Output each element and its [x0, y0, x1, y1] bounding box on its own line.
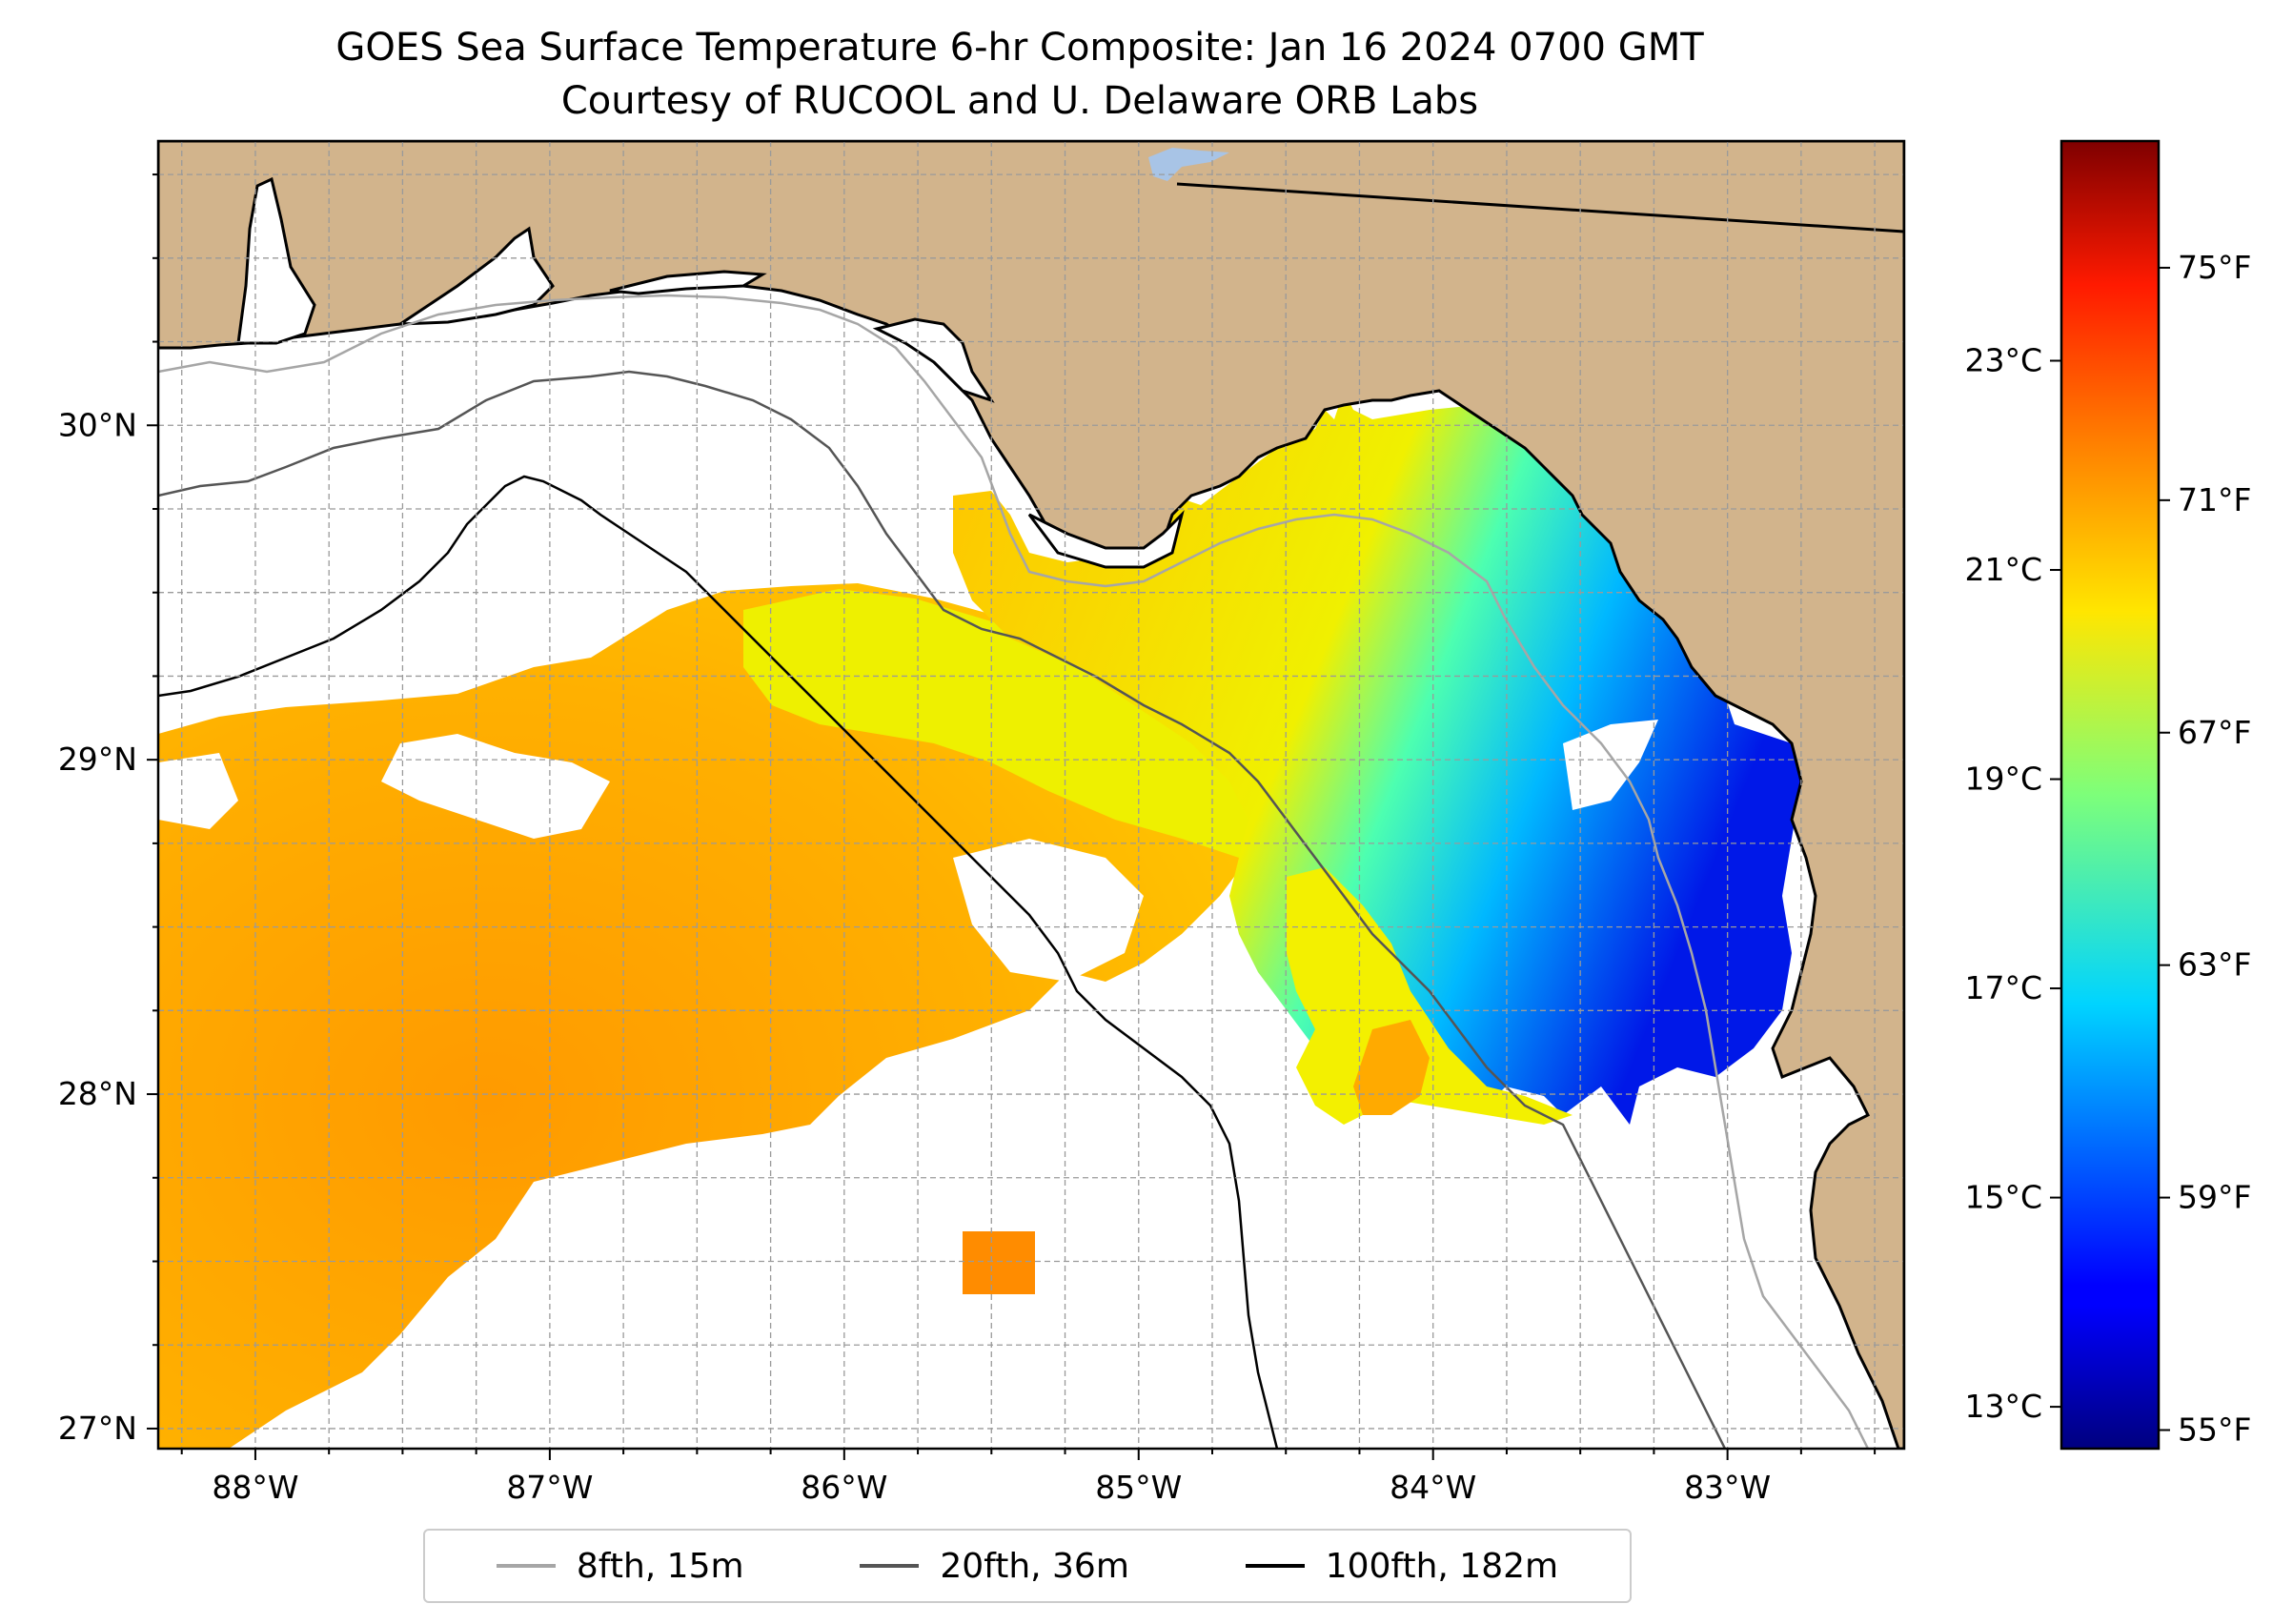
legend-item-20fth: 20fth, 36m: [860, 1547, 1129, 1586]
contour-8fth: [158, 294, 1870, 1449]
sst-region-yellow-band: [743, 589, 1268, 858]
legend-label-8fth: 8fth, 15m: [576, 1546, 744, 1586]
sst-region-east-gradient: [953, 391, 1801, 1125]
lon-tick-label: 87°W: [506, 1469, 593, 1506]
fahrenheit-tick-label: 63°F: [2178, 946, 2251, 984]
lat-tick-label: 30°N: [58, 406, 137, 443]
lon-tick-label: 88°W: [212, 1469, 298, 1506]
colorbar-ticks: 13°C 15°C 17°C 19°C 21°C 23°C 55°F 59°F 63°F 67°F…: [1964, 249, 2251, 1449]
contour-100fth: [158, 475, 1279, 1449]
celsius-tick-label: 19°C: [1964, 761, 2042, 798]
lat-tick-label: 28°N: [58, 1075, 137, 1112]
sst-region-isolated-patch: [963, 1231, 1035, 1294]
fahrenheit-tick-label: 59°F: [2178, 1179, 2251, 1216]
choctawhatchee-bay: [609, 270, 767, 295]
contour-20fth: [158, 370, 1727, 1449]
lat-tick-label: 29°N: [58, 741, 137, 778]
legend-line-100fth: [1245, 1564, 1305, 1568]
state-border: [1176, 182, 1904, 233]
fahrenheit-tick-label: 67°F: [2178, 714, 2251, 751]
bathymetry-contours: [158, 294, 1870, 1449]
map-subtitle: Courtesy of RUCOOL and U. Delaware ORB L…: [560, 79, 1479, 123]
legend-line-8fth: [496, 1564, 556, 1568]
celsius-tick-label: 13°C: [1964, 1388, 2042, 1425]
celsius-tick-label: 15°C: [1964, 1179, 2042, 1216]
celsius-tick-label: 23°C: [1964, 341, 2042, 378]
map-gridlines: [158, 141, 1904, 1449]
legend-item-100fth: 100fth, 182m: [1245, 1546, 1559, 1586]
map-title: GOES Sea Surface Temperature 6-hr Compos…: [335, 26, 1704, 70]
sst-cloud-gap-3: [1563, 720, 1658, 810]
mobile-bay: [236, 176, 316, 345]
legend-line-20fth: [860, 1564, 920, 1568]
fahrenheit-tick-label: 75°F: [2178, 249, 2251, 286]
apalachicola-bay: [1027, 510, 1185, 569]
fahrenheit-tick-label: 71°F: [2178, 481, 2251, 518]
celsius-tick-label: 17°C: [1964, 969, 2042, 1006]
sst-cloud-gap-2: [158, 753, 238, 829]
fahrenheit-tick-label: 55°F: [2178, 1411, 2251, 1448]
contour-legend: 8fth, 15m 20fth, 36m 100fth, 182m: [423, 1529, 1632, 1603]
celsius-tick-label: 21°C: [1964, 551, 2042, 588]
sst-cloud-gap-4: [953, 839, 1144, 982]
map-axis-ticks: 88°W 87°W 86°W 85°W 84°W 83°W 27°N 28°N 29°N 30°N: [58, 173, 1877, 1506]
legend-item-8fth: 8fth, 15m: [496, 1546, 744, 1586]
colorbar: [2060, 139, 2161, 1451]
sst-region-yellow-patch: [1287, 867, 1573, 1125]
map-frame: [156, 139, 1906, 1451]
sst-region-orange-patch: [1353, 1020, 1430, 1115]
lake-seminole: [1148, 148, 1229, 181]
legend-label-20fth: 20fth, 36m: [940, 1546, 1129, 1586]
sst-data-layer: [158, 391, 1801, 1449]
lon-tick-label: 83°W: [1684, 1469, 1771, 1506]
lon-tick-label: 85°W: [1095, 1469, 1182, 1506]
lon-tick-label: 84°W: [1390, 1469, 1476, 1506]
lat-tick-label: 27°N: [58, 1410, 137, 1447]
map-area: [158, 141, 1904, 1449]
lon-tick-label: 86°W: [801, 1469, 887, 1506]
legend-label-100fth: 100fth, 182m: [1325, 1546, 1559, 1586]
st-andrew-bay: [872, 317, 995, 403]
